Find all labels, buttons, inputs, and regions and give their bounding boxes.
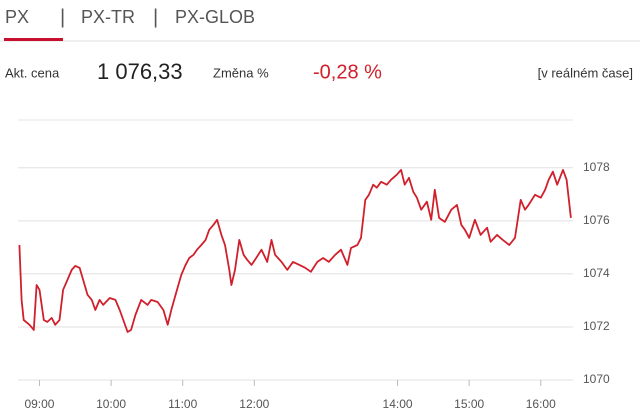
- x-tick-label: 15:00: [454, 397, 484, 411]
- active-tab-underline: [4, 38, 63, 41]
- price: 1 076,33: [97, 59, 183, 84]
- y-tick-label: 1076: [583, 213, 610, 227]
- y-tick-label: 1074: [583, 266, 610, 280]
- tab[interactable]: PX: [5, 7, 29, 27]
- realtime-note: [v reálném čase]: [538, 65, 633, 80]
- x-tick-label: 14:00: [383, 397, 413, 411]
- x-tick-label: 09:00: [24, 397, 54, 411]
- x-tick-label: 16:00: [526, 397, 556, 411]
- price-line: [18, 169, 572, 333]
- x-tick-label: 10:00: [96, 397, 126, 411]
- plot: 1070 1072 1074 1076 1078 09:00 10:00 11:00 12:00…: [18, 119, 610, 411]
- tab[interactable]: PX-TR: [81, 7, 135, 27]
- y-tick-label: 1078: [583, 160, 610, 174]
- change: -0,28 %: [313, 61, 382, 83]
- y-tick-label: 1070: [583, 372, 610, 386]
- separator: |: [60, 6, 65, 28]
- x-tick-label: 11:00: [168, 397, 197, 411]
- y-tick-label: 1072: [583, 319, 610, 333]
- price-label: Akt. cena: [5, 65, 60, 80]
- x-tick-label: 12:00: [239, 397, 269, 411]
- tab[interactable]: PX-GLOB: [175, 7, 255, 27]
- separator: |: [153, 6, 158, 28]
- change-label: Změna %: [213, 65, 269, 80]
